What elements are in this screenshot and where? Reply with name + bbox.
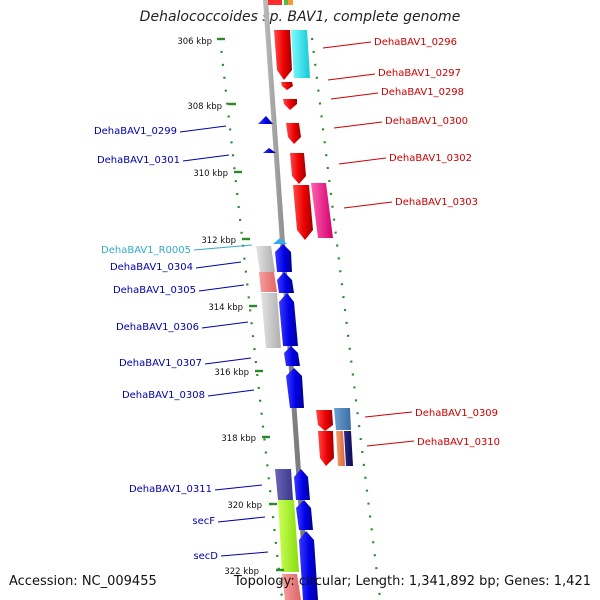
map-title: Dehalococcoides sp. BAV1, complete genom… <box>139 9 461 25</box>
scale-tick-316: 316 kbp <box>214 368 263 378</box>
gene-0297 <box>281 82 293 90</box>
label-0301: DehaBAV1_0301 <box>97 155 180 166</box>
gene-0301 <box>263 148 276 153</box>
reverse-genes <box>256 116 318 600</box>
scale-tick-310: 310 kbp <box>193 169 242 179</box>
gene-0304-shadow <box>256 246 275 272</box>
label-0311: DehaBAV1_0311 <box>129 484 212 495</box>
guide-dots-right <box>310 37 382 599</box>
scale-tick-306: 306 kbp <box>177 37 225 47</box>
accession-text: Accession: NC_009455 <box>9 574 157 589</box>
scale-label-320: 320 kbp <box>227 501 262 511</box>
label-0304: DehaBAV1_0304 <box>110 262 193 273</box>
gene-0305-shadow <box>259 272 277 292</box>
scale-label-308: 308 kbp <box>187 102 222 112</box>
partial-gene-top-red <box>268 0 282 5</box>
rna-R0005 <box>273 238 287 244</box>
label-0305: DehaBAV1_0305 <box>113 285 196 296</box>
scale-label-316: 316 kbp <box>214 368 249 378</box>
secD <box>299 531 318 600</box>
secF-shadow <box>278 500 299 572</box>
scale-label-318: 318 kbp <box>221 434 256 444</box>
label-0307: DehaBAV1_0307 <box>119 358 202 369</box>
scale-label-306: 306 kbp <box>177 37 212 47</box>
gene-0296-partner <box>291 30 310 78</box>
gene-0308 <box>286 368 304 408</box>
gene-0303 <box>293 185 313 240</box>
gene-0310-partner-b <box>344 431 353 466</box>
gene-0307 <box>284 346 300 366</box>
forward-genes <box>274 30 353 466</box>
label-R0005: DehaBAV1_R0005 <box>101 245 191 256</box>
label-0300: DehaBAV1_0300 <box>385 116 468 127</box>
scale-tick-308: 308 kbp <box>187 102 236 112</box>
gene-0311 <box>294 469 310 500</box>
label-0298: DehaBAV1_0298 <box>381 87 464 98</box>
gene-0303-partner <box>311 183 333 238</box>
reverse-gene-labels: DehaBAV1_0299 DehaBAV1_0301 DehaBAV1_R00… <box>94 125 269 562</box>
label-secF: secF <box>192 516 215 527</box>
label-0310: DehaBAV1_0310 <box>417 437 500 448</box>
gene-0304 <box>275 244 292 272</box>
secD-shadow <box>282 574 301 600</box>
scale-tick-320: 320 kbp <box>227 501 277 511</box>
label-0306: DehaBAV1_0306 <box>116 322 199 333</box>
label-0308: DehaBAV1_0308 <box>122 390 205 401</box>
scale-label-314: 314 kbp <box>208 303 243 313</box>
gene-0305 <box>277 272 294 293</box>
scale-label-322: 322 kbp <box>224 567 259 577</box>
gene-0298 <box>283 99 297 110</box>
label-0303: DehaBAV1_0303 <box>395 197 478 208</box>
scale-tick-312: 312 kbp <box>201 236 250 246</box>
topology-text: Topology: circular; Length: 1,341,892 bp… <box>233 574 591 589</box>
gene-0300 <box>286 123 301 144</box>
gene-0310 <box>318 431 334 466</box>
gene-0306-shadow <box>261 293 281 348</box>
scale-label-312: 312 kbp <box>201 236 236 246</box>
label-secD: secD <box>193 551 218 562</box>
gene-0310-partner-a <box>336 431 345 466</box>
partial-gene-top-orange <box>288 0 293 5</box>
forward-gene-labels: DehaBAV1_0296 DehaBAV1_0297 DehaBAV1_029… <box>322 37 500 448</box>
gene-0311-shadow <box>275 469 293 500</box>
partial-gene-top-green <box>284 0 288 5</box>
gene-0299 <box>258 116 273 124</box>
label-0297: DehaBAV1_0297 <box>378 68 461 79</box>
gene-0309 <box>316 410 333 431</box>
scale-tick-314: 314 kbp <box>208 303 257 313</box>
label-0309: DehaBAV1_0309 <box>415 408 498 419</box>
gene-0306 <box>279 293 298 346</box>
label-0302: DehaBAV1_0302 <box>389 153 472 164</box>
gene-0296 <box>274 30 292 80</box>
scale-tick-322: 322 kbp <box>224 567 284 577</box>
gene-0309-partner <box>334 408 351 430</box>
secF <box>296 500 313 530</box>
scale-label-310: 310 kbp <box>193 169 228 179</box>
label-0299: DehaBAV1_0299 <box>94 126 177 137</box>
gene-0302 <box>290 153 306 184</box>
scale-tick-318: 318 kbp <box>221 434 270 444</box>
label-0296: DehaBAV1_0296 <box>374 37 457 48</box>
